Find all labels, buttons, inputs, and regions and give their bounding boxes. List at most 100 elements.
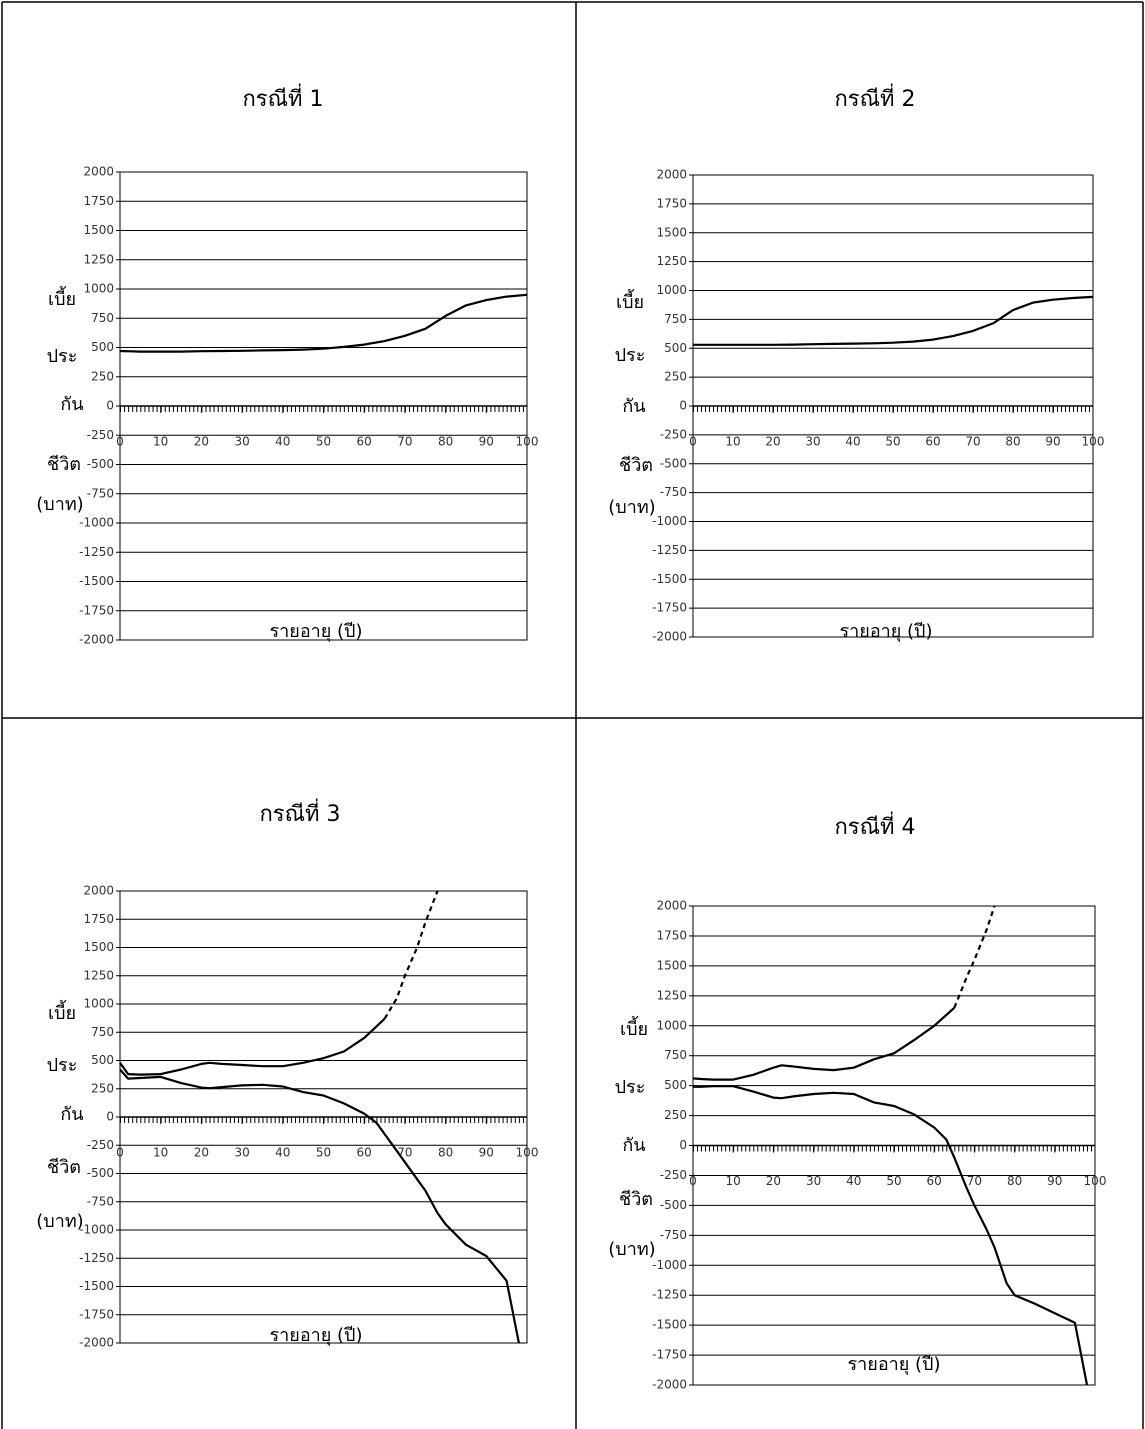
y-tick-label: -1750 [79,1307,114,1321]
y-tick-label: -250 [660,427,687,441]
y-tick-label: 750 [664,1048,687,1062]
y-tick-label: 750 [664,312,687,326]
x-tick-label: 70 [397,1146,412,1160]
x-tick-label: 90 [479,435,494,449]
x-tick-label: 70 [965,435,980,449]
y-axis-title: ประ [47,346,78,367]
data-line [693,295,1094,346]
y-tick-label: 1500 [656,958,687,972]
x-tick-label: 100 [516,435,539,449]
y-tick-label: 0 [106,1110,114,1124]
data-line [692,1006,956,1081]
x-axis-title: รายอายุ (ปี) [848,1354,941,1375]
y-tick-label: 750 [91,311,114,325]
y-axis-title: ชีวิต [619,1189,653,1210]
y-axis-title: เบี้ย [48,1000,76,1024]
y-tick-label: -2000 [79,633,114,647]
y-tick-label: 500 [91,1053,114,1067]
y-tick-label: -1250 [652,1288,687,1302]
y-tick-label: 500 [91,340,114,354]
y-tick-label: 250 [664,1108,687,1122]
x-tick-label: 80 [438,435,453,449]
y-tick-label: 1500 [656,225,687,239]
x-tick-label: 100 [516,1146,539,1160]
y-tick-label: -750 [87,486,114,500]
y-tick-label: 1750 [656,928,687,942]
chart-title: กรณีที่ 4 [834,811,915,840]
x-tick-label: 40 [846,1174,861,1188]
y-axis-title: เบี้ย [620,1016,648,1040]
y-tick-label: -250 [660,1168,687,1182]
y-tick-label: 1250 [656,254,687,268]
y-tick-label: -1250 [79,545,114,559]
y-axis-title: (บาท) [36,1211,83,1232]
x-tick-label: 50 [316,435,331,449]
y-axis-title: กัน [60,394,83,415]
x-tick-label: 90 [1045,435,1060,449]
x-tick-label: 40 [275,1146,290,1160]
y-tick-label: 2000 [83,884,114,898]
y-tick-label: -250 [87,428,114,442]
x-tick-label: 0 [689,435,697,449]
y-tick-label: -500 [87,1166,114,1180]
x-tick-label: 20 [194,1146,209,1160]
data-line [953,905,996,1009]
x-axis-title: รายอายุ (ปี) [270,621,363,642]
x-tick-label: 80 [1007,1174,1022,1188]
x-axis-title: รายอายุ (ปี) [840,621,933,642]
chart-title: กรณีที่ 1 [242,83,323,112]
y-tick-label: -1000 [652,514,687,528]
x-tick-label: 20 [194,435,209,449]
x-tick-label: 20 [765,435,780,449]
y-tick-label: -1250 [652,543,687,557]
y-tick-label: 1750 [83,912,114,926]
y-tick-label: 2000 [83,165,114,179]
y-axis-title: ประ [615,345,646,366]
x-tick-label: 60 [927,1174,942,1188]
x-tick-label: 50 [316,1146,331,1160]
data-line [119,1068,520,1344]
y-tick-label: 1250 [656,988,687,1002]
y-tick-label: 1000 [656,1018,687,1032]
y-tick-label: 250 [664,370,687,384]
y-tick-label: -500 [660,456,687,470]
x-tick-label: 30 [234,435,249,449]
y-tick-label: -750 [87,1194,114,1208]
y-tick-label: -1000 [652,1258,687,1272]
x-tick-label: 40 [845,435,860,449]
y-tick-label: 2000 [656,899,687,913]
data-line [119,293,528,353]
y-tick-label: -1000 [79,516,114,530]
y-tick-label: -750 [660,1228,687,1242]
y-tick-label: -1750 [79,603,114,617]
y-tick-label: -1500 [79,1279,114,1293]
x-tick-label: 30 [234,1146,249,1160]
data-line [119,1017,386,1076]
y-axis-title: เบี้ย [616,289,644,313]
x-tick-label: 80 [1005,435,1020,449]
y-tick-label: -500 [660,1198,687,1212]
y-tick-label: 250 [91,1081,114,1095]
y-tick-label: -2000 [652,1378,687,1392]
x-tick-label: 100 [1082,435,1105,449]
y-tick-label: 0 [679,1138,687,1152]
x-tick-label: 60 [925,435,940,449]
chart-title: กรณีที่ 2 [834,83,915,112]
y-tick-label: 250 [91,369,114,383]
x-tick-label: 70 [397,435,412,449]
data-line [693,1085,1089,1386]
y-tick-label: -1500 [652,572,687,586]
y-tick-label: 1500 [83,940,114,954]
y-tick-label: -250 [87,1138,114,1152]
y-axis-title: ชีวิต [619,455,653,476]
y-axis-title: (บาท) [608,1239,655,1260]
x-tick-label: 70 [967,1174,982,1188]
x-tick-label: 60 [357,435,372,449]
y-tick-label: -2000 [79,1336,114,1350]
y-axis-title: (บาท) [608,497,655,518]
y-tick-label: -1500 [652,1318,687,1332]
y-tick-label: -1750 [652,601,687,615]
y-axis-title: เบี้ย [48,286,76,310]
y-tick-label: -750 [660,485,687,499]
